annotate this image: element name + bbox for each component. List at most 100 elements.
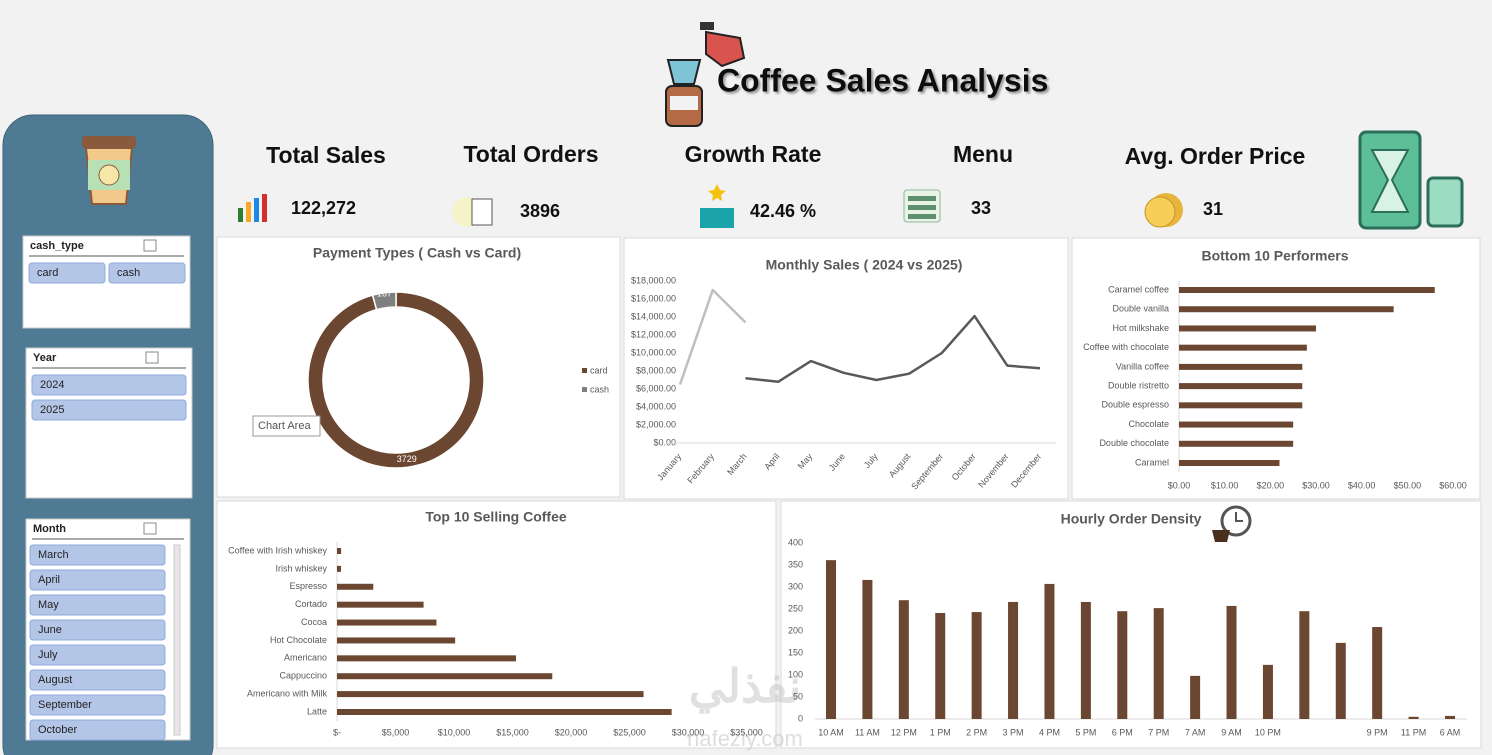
x-tick-label: $30.00 bbox=[1302, 480, 1330, 490]
bar[interactable] bbox=[1179, 287, 1435, 293]
bar[interactable] bbox=[971, 612, 982, 719]
chart-title: Top 10 Selling Coffee bbox=[425, 509, 567, 525]
legend-swatch bbox=[582, 368, 587, 373]
y-tick-label: $10,000.00 bbox=[631, 347, 676, 357]
slicer-button[interactable] bbox=[28, 262, 106, 284]
slicer-button[interactable] bbox=[29, 644, 166, 666]
tooltip-text: Chart Area bbox=[258, 420, 311, 432]
y-tick-label: Cappuccino bbox=[279, 671, 327, 681]
slicer-button[interactable] bbox=[29, 669, 166, 691]
x-tick-label: 4 PM bbox=[1039, 727, 1060, 737]
bar[interactable] bbox=[1335, 642, 1346, 719]
x-tick-label: $60.00 bbox=[1439, 480, 1467, 490]
bar[interactable] bbox=[1008, 601, 1019, 719]
bar[interactable] bbox=[337, 565, 341, 572]
kpi-label: Total Orders bbox=[463, 141, 598, 167]
bar[interactable] bbox=[898, 600, 909, 719]
kpi-label: Growth Rate bbox=[685, 141, 822, 167]
slicer-button[interactable] bbox=[29, 719, 166, 741]
y-tick-label: 200 bbox=[788, 625, 803, 635]
bar[interactable] bbox=[337, 548, 342, 554]
donut-slice[interactable] bbox=[307, 291, 485, 469]
y-tick-label: $16,000.00 bbox=[631, 293, 676, 303]
slicer-clear[interactable] bbox=[145, 351, 159, 364]
scrollbar[interactable] bbox=[173, 544, 181, 736]
bar[interactable] bbox=[1044, 583, 1055, 719]
bar[interactable] bbox=[1179, 325, 1316, 332]
bar[interactable] bbox=[337, 691, 644, 698]
bar[interactable] bbox=[1179, 306, 1394, 313]
x-tick-label: 9 PM bbox=[1367, 727, 1388, 737]
donut-slice[interactable] bbox=[371, 291, 397, 311]
bar[interactable] bbox=[1299, 611, 1310, 719]
bar[interactable] bbox=[337, 583, 374, 590]
y-tick-label: Hot Chocolate bbox=[270, 635, 327, 645]
bar[interactable] bbox=[935, 612, 946, 719]
y-tick-label: $18,000.00 bbox=[631, 275, 676, 285]
bar[interactable] bbox=[337, 655, 517, 662]
slicer-clear[interactable] bbox=[143, 522, 157, 535]
bar[interactable] bbox=[1262, 664, 1273, 719]
slicer-button[interactable] bbox=[29, 569, 166, 591]
watermark: نفذلي bbox=[689, 660, 802, 714]
kpi-value: 42.46 % bbox=[750, 201, 816, 221]
bar[interactable] bbox=[337, 709, 672, 715]
y-tick-label: Vanilla coffee bbox=[1116, 361, 1169, 371]
bar[interactable] bbox=[1179, 344, 1307, 351]
slicer-button[interactable] bbox=[108, 262, 186, 284]
data-label: 167 bbox=[377, 289, 392, 299]
y-tick-label: Double chocolate bbox=[1099, 438, 1169, 448]
y-tick-label: Caramel bbox=[1135, 457, 1169, 467]
kpi-label: Total Sales bbox=[266, 142, 386, 168]
bar[interactable] bbox=[337, 601, 424, 608]
y-tick-label: 50 bbox=[793, 691, 803, 701]
bar[interactable] bbox=[1179, 440, 1294, 447]
bar[interactable] bbox=[337, 673, 553, 680]
bar[interactable] bbox=[1226, 605, 1237, 719]
bar[interactable] bbox=[1153, 608, 1164, 719]
bar[interactable] bbox=[1117, 611, 1128, 719]
bar[interactable] bbox=[337, 637, 456, 644]
kpi-value: 122,272 bbox=[291, 198, 356, 218]
y-tick-label: Espresso bbox=[289, 581, 327, 591]
slicer-button[interactable] bbox=[29, 694, 166, 716]
kpi-label: Menu bbox=[953, 141, 1013, 167]
bar[interactable] bbox=[337, 619, 437, 626]
bar[interactable] bbox=[1080, 601, 1091, 719]
panel bbox=[216, 500, 777, 749]
y-tick-label: Coffee with Irish whiskey bbox=[228, 545, 327, 555]
x-tick-label: 6 AM bbox=[1440, 727, 1461, 737]
y-tick-label: Americano bbox=[284, 653, 327, 663]
bar[interactable] bbox=[1372, 627, 1383, 719]
x-tick-label: $20.00 bbox=[1257, 480, 1285, 490]
x-tick-label: $10,000 bbox=[438, 727, 471, 737]
slicer-button[interactable] bbox=[29, 544, 166, 566]
x-tick-label: 11 PM bbox=[1401, 727, 1426, 737]
bar[interactable] bbox=[862, 579, 873, 719]
y-tick-label: Americano with Milk bbox=[247, 688, 328, 698]
x-tick-label: $50.00 bbox=[1394, 480, 1422, 490]
bar[interactable] bbox=[1179, 421, 1294, 428]
page-title: Coffee Sales Analysis bbox=[717, 62, 1048, 98]
bar[interactable] bbox=[1179, 460, 1280, 466]
legend-swatch bbox=[582, 387, 587, 392]
y-tick-label: 100 bbox=[788, 669, 803, 679]
bar[interactable] bbox=[1445, 715, 1455, 719]
bar[interactable] bbox=[1179, 383, 1303, 390]
bar[interactable] bbox=[1179, 363, 1303, 370]
bar[interactable] bbox=[1190, 675, 1201, 719]
y-tick-label: $14,000.00 bbox=[631, 311, 676, 321]
slicer-button[interactable] bbox=[29, 594, 166, 616]
y-tick-label: Chocolate bbox=[1128, 419, 1169, 429]
slicer-button[interactable] bbox=[31, 374, 187, 396]
slicer-item: cash bbox=[117, 267, 140, 279]
bar[interactable] bbox=[1179, 402, 1303, 409]
kpi-label: Avg. Order Price bbox=[1125, 143, 1306, 169]
slicer-item: May bbox=[38, 599, 59, 611]
slicer-button[interactable] bbox=[29, 619, 166, 641]
slicer-clear[interactable] bbox=[143, 239, 157, 252]
bar[interactable] bbox=[826, 560, 836, 719]
bar[interactable] bbox=[1408, 716, 1419, 719]
slicer-button[interactable] bbox=[31, 399, 187, 421]
y-tick-label: Cortado bbox=[295, 599, 327, 609]
